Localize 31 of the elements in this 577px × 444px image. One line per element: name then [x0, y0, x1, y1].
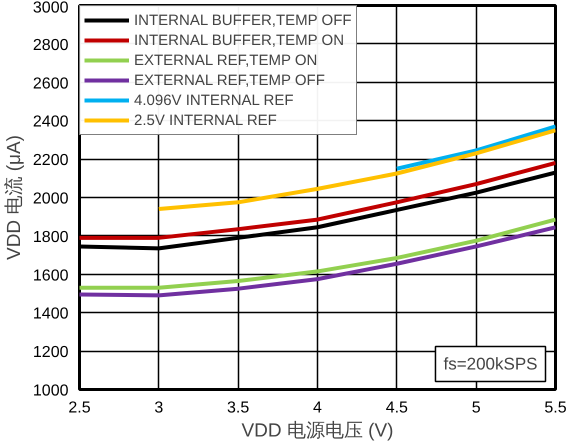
legend-label: 2.5V INTERNAL REF [134, 112, 277, 128]
line-series [80, 218, 556, 290]
legend-label: 4.096V INTERNAL REF [134, 92, 294, 108]
y-tick-label: 1400 [32, 306, 69, 323]
line-series [80, 225, 556, 298]
x-tick-label: 4 [313, 400, 322, 416]
annotation: fs=200kSPS [443, 354, 538, 374]
y-tick-label: 3000 [32, 0, 69, 16]
x-tick-label: 3 [154, 400, 164, 416]
x-tick-label: 5.5 [544, 400, 567, 416]
legend-label: EXTERNAL REF,TEMP OFF [134, 72, 325, 88]
y-tick-label: 2000 [32, 190, 69, 208]
legend-label: INTERNAL BUFFER,TEMP OFF [134, 12, 352, 28]
y-tick-label: 2400 [32, 114, 69, 131]
legend-label: INTERNAL BUFFER,TEMP ON [134, 32, 344, 48]
line-series [80, 160, 556, 240]
x-axis-title: VDD 电源电压 (V) [242, 420, 394, 442]
legend-label: EXTERNAL REF,TEMP ON [134, 52, 318, 68]
y-tick-label: 2800 [32, 36, 69, 54]
y-tick-label: 1800 [32, 228, 69, 246]
y-tick-label: 1200 [32, 344, 69, 362]
x-tick-label: 3.5 [227, 400, 250, 416]
x-tick-label: 5 [472, 400, 481, 416]
x-tick-label: 2.5 [68, 400, 91, 416]
y-tick-label: 2200 [32, 152, 69, 170]
y-tick-label: 2600 [32, 75, 69, 92]
line-series [156, 128, 556, 212]
y-tick-label: 1600 [32, 267, 69, 284]
x-tick-label: 4.5 [386, 400, 408, 416]
y-axis-title: VDD 电流 (μA) [2, 135, 25, 260]
y-tick-label: 1000 [32, 382, 69, 400]
